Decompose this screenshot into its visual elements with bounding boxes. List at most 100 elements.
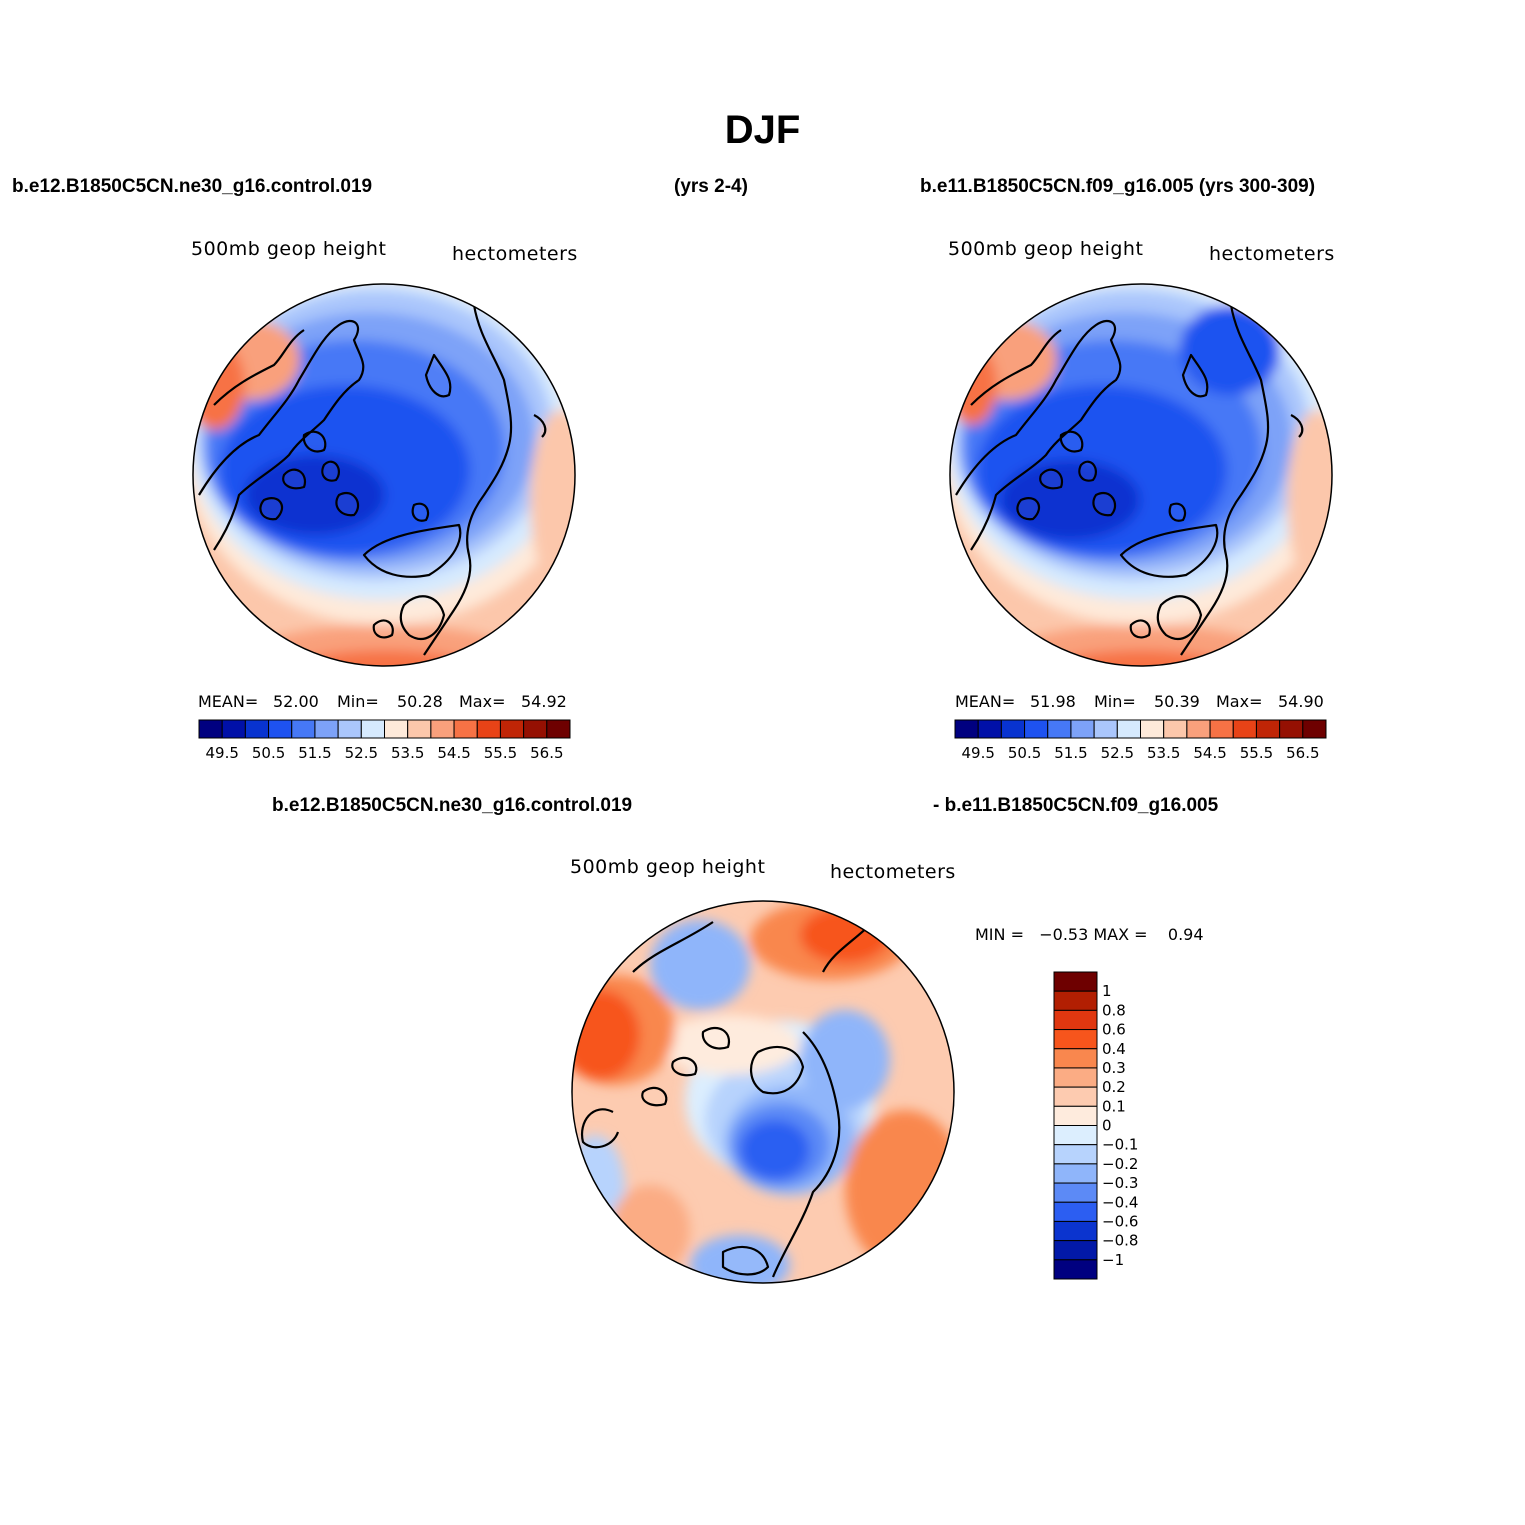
case1-header: b.e12.B1850C5CN.ne30_g16.control.019: [12, 176, 373, 197]
panel3-colorbar-swatch: [1053, 1201, 1098, 1222]
panel2-colorbar-swatch: [1070, 719, 1095, 739]
panel2-colorbar-tick-label: 52.5: [1101, 744, 1134, 762]
panel3-colorbar-swatch: [1053, 1163, 1098, 1184]
panel1-colorbar-tick-label: 51.5: [298, 744, 331, 762]
panel3-colorbar-tick-label: −0.8: [1102, 1232, 1138, 1250]
panel3-colorbar-swatch: [1053, 1086, 1098, 1107]
panel2-map: [949, 283, 1333, 667]
panel1-map: [192, 283, 576, 667]
panel3-colorbar-swatch: [1053, 1125, 1098, 1146]
panel1-colorbar-swatch: [244, 719, 270, 739]
panel3-colorbar-swatch: [1053, 1067, 1098, 1088]
panel2-colorbar-tick-label: 54.5: [1193, 744, 1226, 762]
diff-header-right: - b.e11.B1850C5CN.f09_g16.005: [933, 795, 1219, 816]
panel1-colorbar-swatch: [476, 719, 501, 739]
panel3-colorbar-tick-label: 0.1: [1102, 1097, 1126, 1115]
panel3-colorbar-tick-label: 0.3: [1102, 1059, 1126, 1077]
panel2-colorbar-swatch: [977, 719, 1002, 739]
panel3-colorbar-tick-label: 1: [1102, 982, 1112, 1000]
panel3-colorbar-tick-label: 0.2: [1102, 1078, 1126, 1096]
diff-header-left: b.e12.B1850C5CN.ne30_g16.control.019: [272, 795, 633, 816]
panel1-colorbar-tick-label: 52.5: [345, 744, 378, 762]
panel1-colorbar: 49.5 50.5 51.5 52.5 53.5 54.5 55.5 56.5: [198, 719, 571, 762]
panel1-colorbar-swatch: [546, 719, 571, 739]
panel3-min-max: MIN = −0.53 MAX = 0.94: [975, 925, 1204, 944]
panel1-colorbar-swatch: [337, 719, 362, 739]
panel1-max-label: Max=: [459, 692, 506, 711]
panel2-colorbar-swatch: [1186, 719, 1211, 739]
panel3-colorbar-swatch: [1053, 1029, 1098, 1050]
panel1-mean-label: MEAN=: [198, 692, 259, 711]
panel1-min-value: 50.28: [397, 692, 443, 711]
panel2-colorbar-tick-label: 50.5: [1008, 744, 1041, 762]
panel1-colorbar-swatch: [453, 719, 478, 739]
panel1-mean-value: 52.00: [273, 692, 319, 711]
panel3-colorbar: 10.8 0.60.40.30.20.1 0−0.1−0.2−0.3−0.4−0.6…: [1053, 971, 1138, 1280]
panel3-colorbar-tick-label: −0.6: [1102, 1212, 1138, 1230]
panel1-max-value: 54.92: [521, 692, 567, 711]
panel3-map: [571, 900, 955, 1284]
panel2-colorbar-swatch: [1140, 719, 1165, 739]
panel1-colorbar-swatch: [314, 719, 339, 739]
panel3-colorbar-tick-label: 0.4: [1102, 1040, 1126, 1058]
panel1-colorbar-tick-label: 53.5: [391, 744, 424, 762]
panel3-colorbar-tick-label: −0.1: [1102, 1136, 1138, 1154]
panel1-colorbar-swatch: [221, 719, 246, 739]
panel3-colorbar-swatch: [1053, 1240, 1098, 1261]
panel2-max-label: Max=: [1216, 692, 1263, 711]
panel2-colorbar: 49.5 50.5 51.5 52.5 53.5 54.5 55.5 56.5: [954, 719, 1327, 762]
figure-title: DJF: [724, 108, 801, 152]
panel2-colorbar-swatch: [1093, 719, 1118, 739]
panel3-colorbar-tick-label: −1: [1102, 1251, 1124, 1269]
panel2-colorbar-swatch: [1232, 719, 1257, 739]
panel3-colorbar-swatch: [1053, 971, 1098, 992]
panel2-variable: 500mb geop height: [948, 238, 1144, 260]
panel1-colorbar-swatch: [430, 719, 455, 739]
panel3-colorbar-swatch: [1053, 1105, 1098, 1126]
panel2-colorbar-swatch: [1163, 719, 1188, 739]
panel2-colorbar-swatch: [954, 719, 979, 739]
panel3-colorbar-swatch: [1053, 1009, 1098, 1031]
panel1-colorbar-swatch: [499, 719, 525, 739]
panel3-colorbar-tick-label: 0: [1102, 1117, 1112, 1135]
panel1-colorbar-swatch: [291, 719, 316, 739]
panel1-colorbar-swatch: [407, 719, 432, 739]
panel1-min-label: Min=: [337, 692, 379, 711]
panel1-colorbar-swatch: [360, 719, 385, 739]
panel3-colorbar-tick-label: −0.4: [1102, 1193, 1138, 1211]
panel1-colorbar-tick-label: 50.5: [252, 744, 285, 762]
panel2-colorbar-tick-label: 56.5: [1286, 744, 1319, 762]
panel2-colorbar-swatch: [1255, 719, 1281, 739]
panel3-colorbar-swatch: [1053, 1259, 1098, 1280]
panel2-colorbar-swatch: [1000, 719, 1026, 739]
panel1-colorbar-tick-label: 56.5: [530, 744, 563, 762]
panel3-colorbar-tick-label: 0.6: [1102, 1021, 1126, 1039]
panel1-colorbar-swatch: [198, 719, 223, 739]
panel1-variable: 500mb geop height: [191, 238, 387, 260]
panel2-colorbar-tick-label: 51.5: [1054, 744, 1087, 762]
panel2-colorbar-swatch: [1302, 719, 1327, 739]
panel3-colorbar-swatch: [1053, 990, 1098, 1011]
panel2-colorbar-swatch: [1024, 719, 1049, 739]
panel1-units: hectometers: [452, 243, 578, 265]
panel2-min-value: 50.39: [1154, 692, 1200, 711]
panel3-units: hectometers: [830, 861, 956, 883]
panel2-max-value: 54.90: [1278, 692, 1324, 711]
panel2-mean-label: MEAN=: [955, 692, 1016, 711]
case2-header: b.e11.B1850C5CN.f09_g16.005 (yrs 300-309…: [920, 176, 1316, 197]
panel1-colorbar-swatch: [384, 719, 409, 739]
panel1-colorbar-tick-label: 54.5: [437, 744, 470, 762]
panel1-colorbar-tick-label: 55.5: [484, 744, 517, 762]
panel1-colorbar-swatch: [268, 719, 293, 739]
panel2-min-label: Min=: [1094, 692, 1136, 711]
panel2-colorbar-swatch: [1116, 719, 1141, 739]
panel3-variable: 500mb geop height: [570, 856, 766, 878]
panel2-colorbar-tick-label: 55.5: [1240, 744, 1273, 762]
panel3-colorbar-swatch: [1053, 1220, 1098, 1242]
panel2-colorbar-tick-label: 49.5: [961, 744, 994, 762]
panel2-colorbar-tick-label: 53.5: [1147, 744, 1180, 762]
panel2-mean-value: 51.98: [1030, 692, 1076, 711]
panel3-colorbar-swatch: [1053, 1182, 1098, 1203]
panel2-colorbar-swatch: [1209, 719, 1234, 739]
